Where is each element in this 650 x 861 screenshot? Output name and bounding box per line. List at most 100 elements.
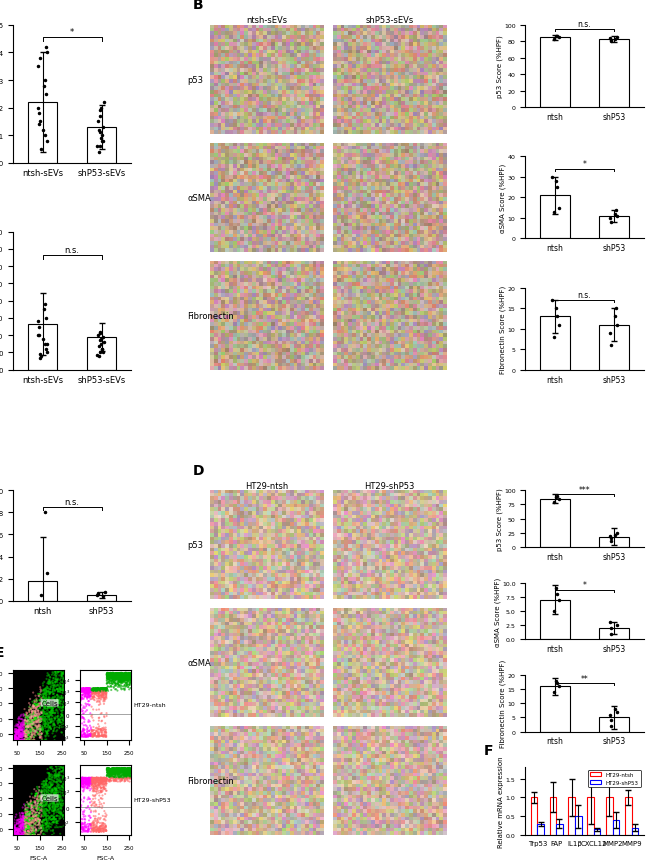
Point: [44, 699, 54, 713]
Point: [34, 815, 45, 828]
Point: [27, 699, 38, 713]
Point: [98, 693, 109, 707]
Point: [84, 684, 94, 697]
Point: [122, 674, 133, 688]
Point: [45, 686, 55, 700]
Point: [116, 668, 126, 682]
Point: [85, 817, 96, 831]
Point: [34, 801, 45, 815]
Point: [53, 663, 63, 677]
Point: [85, 684, 96, 697]
Point: [103, 669, 113, 683]
Point: [8, 819, 19, 833]
Point: [42, 681, 52, 695]
Point: [84, 728, 95, 741]
Point: [124, 765, 135, 779]
Point: [107, 671, 117, 684]
Point: [116, 666, 127, 680]
Point: [93, 729, 103, 743]
Point: [34, 715, 44, 728]
Point: [55, 790, 65, 804]
Point: [124, 667, 135, 681]
Point: [56, 802, 66, 815]
Point: [124, 672, 135, 685]
Point: [49, 787, 59, 801]
Point: [105, 765, 116, 779]
Point: [109, 671, 120, 684]
Point: [116, 764, 126, 777]
Point: [106, 684, 116, 697]
Point: [27, 718, 38, 732]
Point: [116, 666, 127, 680]
Point: [44, 809, 54, 823]
Point: [122, 672, 133, 686]
Point: [88, 772, 99, 786]
Point: [10, 824, 20, 838]
Point: [27, 720, 37, 734]
Point: [84, 682, 94, 696]
Point: [32, 813, 43, 827]
Point: [77, 825, 88, 839]
Point: [18, 801, 28, 815]
Point: [117, 670, 127, 684]
Point: [86, 682, 96, 696]
Point: [107, 680, 117, 694]
Point: [86, 728, 96, 741]
Point: [47, 706, 58, 720]
Point: [107, 668, 117, 682]
Point: [38, 701, 49, 715]
Point: [90, 682, 101, 696]
Point: [107, 763, 117, 777]
Point: [48, 724, 58, 738]
Point: [45, 721, 55, 734]
Point: [77, 777, 87, 790]
Point: [16, 819, 26, 833]
Point: [33, 828, 44, 842]
Point: [9, 734, 20, 747]
Point: [57, 666, 68, 680]
Point: [83, 691, 93, 704]
Point: [101, 706, 112, 720]
Point: [8, 734, 19, 747]
Point: [27, 705, 37, 719]
Point: [113, 678, 124, 691]
Point: [31, 720, 42, 734]
Point: [111, 768, 121, 782]
Point: [96, 684, 106, 698]
Point: [22, 805, 32, 819]
Point: [8, 826, 18, 839]
Point: [77, 816, 88, 830]
Point: [31, 824, 42, 838]
Point: [103, 762, 113, 776]
Point: [123, 668, 133, 682]
Point: [50, 675, 60, 689]
Point: [82, 723, 92, 737]
Point: [115, 763, 125, 777]
Point: [17, 734, 27, 747]
Point: [93, 772, 103, 786]
Point: [42, 820, 53, 833]
Point: [117, 771, 127, 784]
Point: [120, 762, 131, 776]
Point: [77, 691, 87, 705]
Point: [42, 804, 53, 818]
Point: [32, 811, 43, 825]
Point: [88, 682, 98, 696]
Point: [24, 710, 34, 724]
Point: [38, 707, 49, 721]
Point: [33, 702, 44, 715]
Point: [88, 771, 98, 785]
Point: [77, 775, 88, 789]
Point: [76, 691, 86, 704]
Point: [124, 764, 135, 777]
Point: [24, 713, 34, 727]
Point: [12, 828, 23, 842]
Point: [27, 716, 37, 730]
Point: [31, 819, 41, 833]
Point: [20, 729, 31, 743]
Text: HT29-ntsh: HT29-ntsh: [134, 703, 166, 708]
Point: [51, 759, 61, 772]
Point: [118, 763, 128, 777]
Point: [111, 672, 122, 686]
Point: [109, 766, 120, 780]
